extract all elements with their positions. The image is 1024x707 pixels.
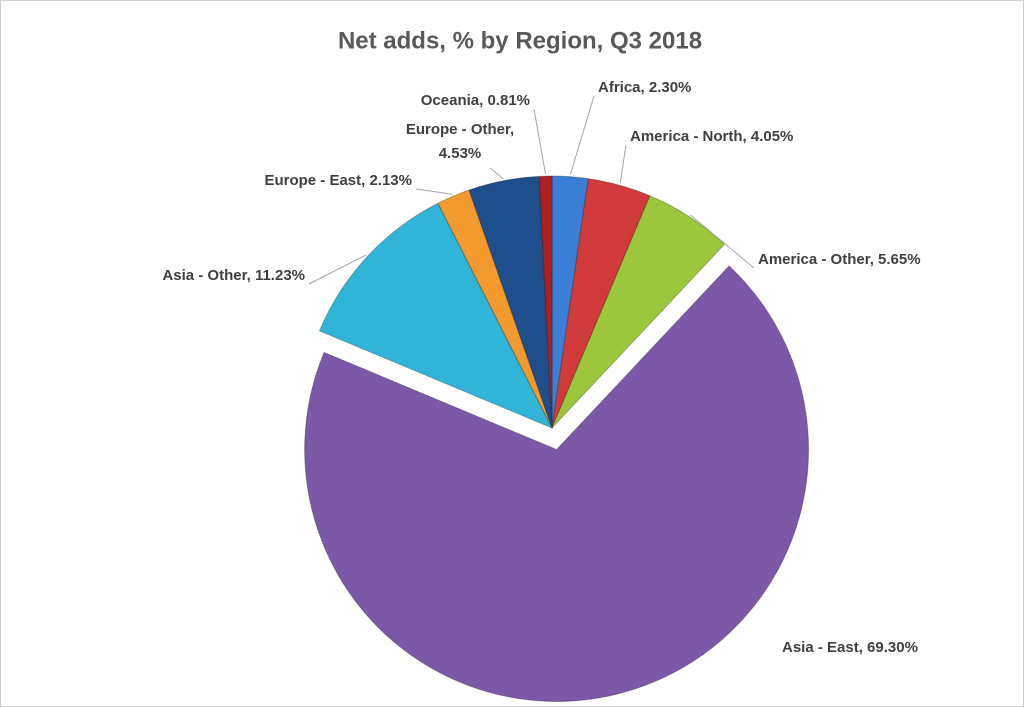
data-label: America - Other, 5.65% xyxy=(758,251,921,268)
leader-line xyxy=(415,188,453,195)
data-label: Asia - Other, 11.23% xyxy=(162,267,305,284)
pie-slice xyxy=(551,175,589,429)
data-label: America - North, 4.05% xyxy=(630,128,793,145)
pie-slice xyxy=(304,265,810,702)
leader-line xyxy=(489,167,504,180)
chart-title: Net adds, % by Region, Q3 2018 xyxy=(338,27,702,54)
data-label: Europe - Other, 4.53% xyxy=(406,121,514,162)
pie-slice xyxy=(318,202,554,429)
leader-line xyxy=(533,108,547,175)
data-label: Europe - East, 2.13% xyxy=(264,172,412,189)
data-label: Oceania, 0.81% xyxy=(421,92,530,109)
pie-slice xyxy=(538,175,553,429)
data-label: Asia - East, 69.30% xyxy=(782,639,918,656)
leader-line xyxy=(569,95,595,175)
leader-line xyxy=(308,254,367,285)
pie-slice xyxy=(468,175,553,429)
pie-slice xyxy=(551,195,726,429)
leader-line xyxy=(619,144,627,184)
pie-slice xyxy=(437,189,553,429)
pie-slice xyxy=(551,178,651,429)
leader-line xyxy=(690,214,755,269)
data-label: Africa, 2.30% xyxy=(598,79,691,96)
